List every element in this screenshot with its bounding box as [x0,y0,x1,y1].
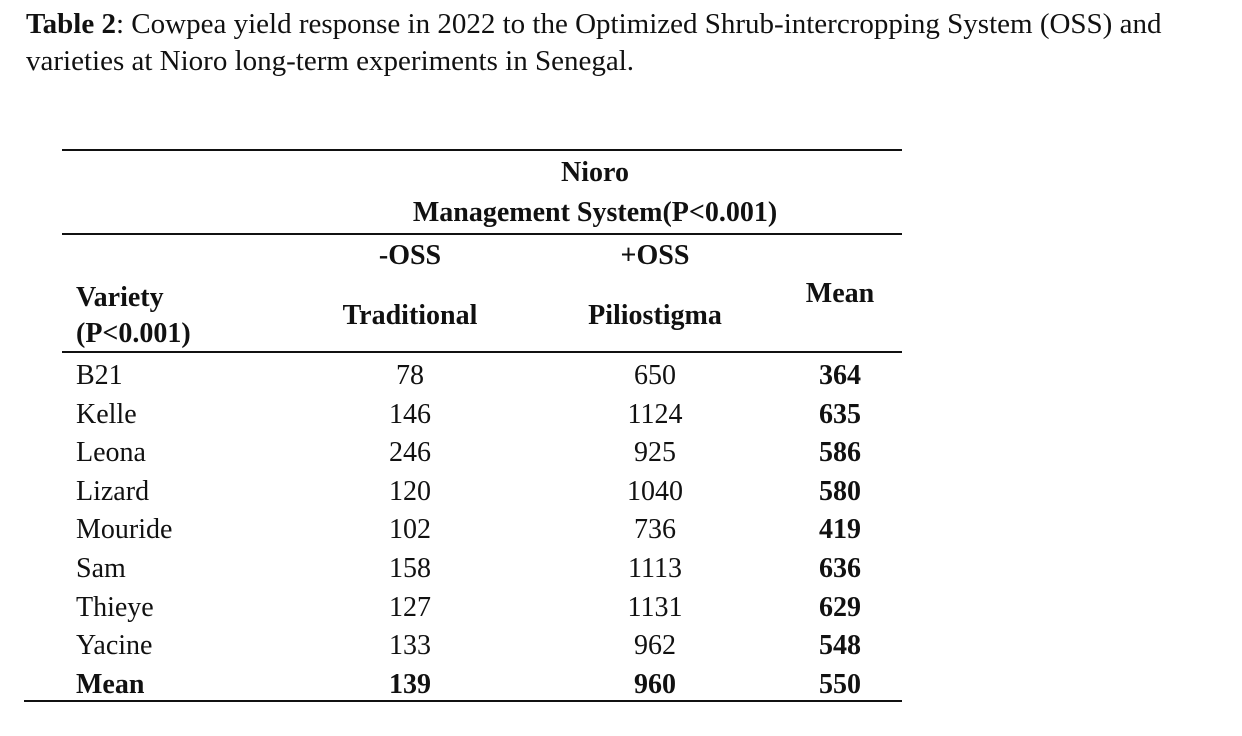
traditional-cell: 78 [396,360,424,391]
traditional-cell: 120 [389,476,431,507]
piliostigma-cell: 1131 [627,592,683,623]
variety-cell: Mean [76,669,145,700]
mean-header: Mean [805,278,875,309]
site-header: Nioro [561,157,629,188]
variety-cell: Lizard [76,476,150,507]
variety-cell: B21 [76,360,123,391]
plus-oss-header: +OSS [620,240,690,271]
minus-oss-header: -OSS [378,240,442,271]
piliostigma-cell: 736 [634,514,676,545]
mean-cell: 636 [819,553,861,584]
traditional-cell: 127 [389,592,431,623]
variety-cell: Sam [76,553,126,584]
mean-cell: 419 [819,514,861,545]
traditional-cell: 158 [389,553,431,584]
variety-cell: Mouride [76,514,173,545]
piliostigma-cell: 1124 [627,399,683,430]
management-rule [62,233,902,235]
traditional-cell: 146 [389,399,431,430]
piliostigma-cell: 1113 [628,553,682,584]
mean-cell: 629 [819,592,861,623]
traditional-header: Traditional [342,300,478,331]
piliostigma-cell: 962 [634,630,676,661]
mean-cell: 586 [819,437,861,468]
variety-header-line2: (P<0.001) [76,318,191,349]
caption-text: : Cowpea yield response in 2022 to the O… [26,8,1162,77]
variety-cell: Kelle [76,399,137,430]
piliostigma-header: Piliostigma [588,300,722,331]
variety-cell: Leona [76,437,146,468]
traditional-cell: 102 [389,514,431,545]
header-bottom-rule [62,351,902,353]
variety-cell: Thieye [76,592,154,623]
top-rule [62,149,902,151]
table-caption: Table 2: Cowpea yield response in 2022 t… [26,6,1236,80]
mean-cell: 550 [819,669,861,700]
mean-cell: 580 [819,476,861,507]
piliostigma-cell: 925 [634,437,676,468]
variety-cell: Yacine [76,630,153,661]
management-header: Management System(P<0.001) [412,197,778,228]
piliostigma-cell: 960 [634,669,676,700]
variety-header-line1: Variety [76,282,164,313]
traditional-cell: 133 [389,630,431,661]
caption-label: Table 2 [26,8,116,40]
traditional-cell: 139 [389,669,431,700]
piliostigma-cell: 650 [634,360,676,391]
mean-cell: 364 [819,360,861,391]
piliostigma-cell: 1040 [627,476,683,507]
traditional-cell: 246 [389,437,431,468]
bottom-rule [24,700,902,702]
mean-cell: 548 [819,630,861,661]
mean-cell: 635 [819,399,861,430]
